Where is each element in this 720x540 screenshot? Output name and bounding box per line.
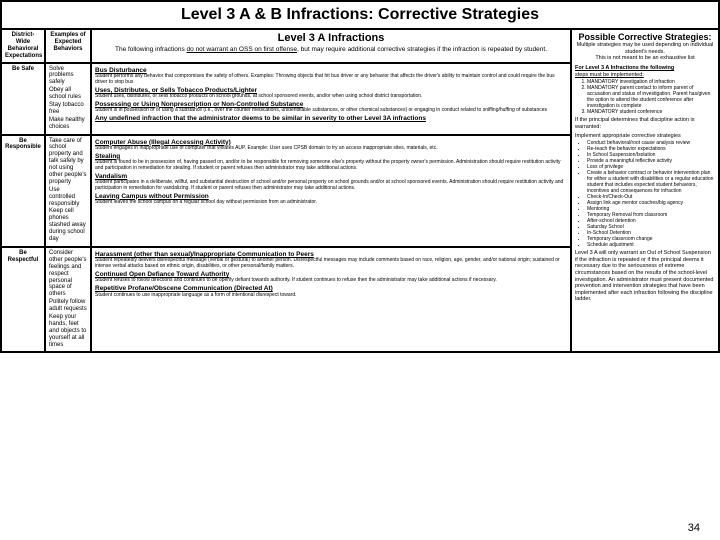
corrective-strategies-cell: Possible Corrective Strategies: Multiple…	[571, 29, 719, 352]
infraction-text: Student is in possession of or using a s…	[95, 108, 567, 114]
infraction-text: Student uses, distributes, or sells toba…	[95, 94, 567, 100]
list-item: Obey all school rules	[49, 87, 87, 101]
list-item: MANDATORY student conference	[587, 109, 715, 115]
infraction-heading: Any undefined infraction that the admini…	[95, 115, 567, 122]
behaviors-cell: Take care of school property and talk sa…	[45, 135, 91, 247]
list-item: Make healthy choices	[49, 117, 87, 131]
behaviors-cell: Consider other people's feelings and res…	[45, 247, 91, 352]
list-item: Keep cell phones stashed away during sch…	[49, 208, 87, 242]
infraction-text: Student engages in inappropriate use of …	[95, 146, 567, 152]
list-item: Keep your hands, feet and objects to you…	[49, 314, 87, 348]
row-label: Be Safe	[1, 63, 45, 135]
level-subtitle: The following infractions do not warrant…	[95, 46, 567, 53]
corrective-sub1: Multiple strategies may be used dependin…	[575, 42, 715, 55]
list-item: Schedule adjustment	[587, 242, 715, 248]
infraction-text: Student participates in a deliberate, wi…	[95, 180, 567, 192]
behaviors-cell: Solve problems safelyObey all school rul…	[45, 63, 91, 135]
for-level-title: For Level 3 A Infractions the following	[575, 65, 715, 72]
list-item: Take care of school property and talk sa…	[49, 138, 87, 186]
level-title: Level 3 A Infractions	[95, 32, 567, 46]
infraction-text: Student performs any behavior that compr…	[95, 74, 567, 86]
col-header-behaviors: Examples of Expected Behaviors	[45, 29, 91, 63]
corrective-title: Possible Corrective Strategies:	[575, 32, 715, 42]
infractions-cell: Harassment (other than sexual)/Inappropr…	[91, 247, 571, 352]
list-item: MANDATORY parent contact to inform paren…	[587, 85, 715, 109]
page-number: 34	[688, 522, 700, 534]
infraction-text: Student repeatedly delivers disrespectfu…	[95, 258, 567, 270]
implement-label: Implement appropriate corrective strateg…	[575, 133, 715, 140]
mandatory-list: MANDATORY investigation of infraction MA…	[575, 79, 715, 115]
page-title: Level 3 A & B Infractions: Corrective St…	[0, 0, 720, 28]
infraction-text: Student refuses to follow directions and…	[95, 278, 567, 284]
list-item: Consider other people's feelings and res…	[49, 250, 87, 298]
if-principal: If the principal determines that discipl…	[575, 117, 715, 130]
infraction-text: Student leaves the school campus on a re…	[95, 200, 567, 206]
list-item: Use controlled responsibly	[49, 187, 87, 208]
infractions-cell: Computer Abuse (Illegal Accessing Activi…	[91, 135, 571, 247]
row-label: Be Respectful	[1, 247, 45, 352]
list-item: Solve problems safely	[49, 66, 87, 87]
infractions-cell: Bus DisturbanceStudent performs any beha…	[91, 63, 571, 135]
col-header-infractions: Level 3 A Infractions The following infr…	[91, 29, 571, 63]
list-item: Stay tobacco free	[49, 102, 87, 116]
infraction-text: Student continues to use inappropriate l…	[95, 293, 567, 299]
corrective-sub2: This is not meant to be an exhaustive li…	[575, 55, 715, 61]
col-header-expectations: District-Wide Behavioral Expectations	[1, 29, 45, 63]
steps-sub: steps must be implemented:	[575, 72, 715, 79]
list-item: Politely follow adult requests	[49, 299, 87, 313]
infractions-table: District-Wide Behavioral Expectations Ex…	[0, 28, 720, 353]
corrective-footer: Level 3 A will only warrant an Out of Sc…	[575, 250, 715, 303]
row-label: Be Responsible	[1, 135, 45, 247]
list-item: Create a behavior contract or behavior i…	[587, 170, 715, 194]
strategies-list: Conduct behavioral/root cause analysis r…	[575, 140, 715, 248]
infraction-text: Student is found to be in possession of,…	[95, 160, 567, 172]
